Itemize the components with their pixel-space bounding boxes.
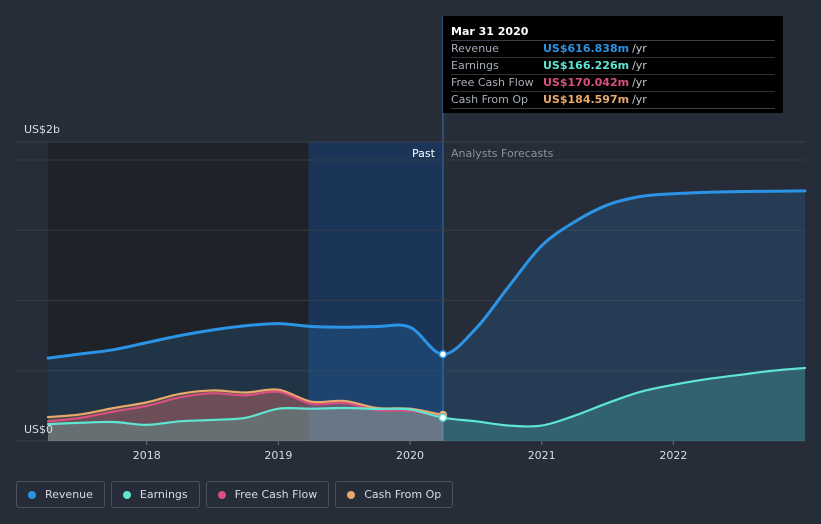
tooltip-row: Earnings US$166.226m/yr (451, 58, 775, 75)
chart-background (48, 16, 444, 441)
x-axis-ticks: 2018 2019 2020 2021 2022 (133, 441, 687, 462)
tooltip-row-unit: /yr (632, 59, 647, 72)
tooltip-row-unit: /yr (632, 76, 647, 89)
legend-free-cash-flow-button[interactable]: Free Cash Flow (205, 481, 330, 508)
tooltip-row-value: US$170.042m (543, 76, 630, 89)
revenue-area (48, 190, 805, 441)
legend: Revenue Earnings Free Cash Flow Cash From O… (16, 481, 454, 508)
legend-label: Earnings (139, 488, 188, 501)
legend-cash-from-op-button[interactable]: Cash From Op (335, 481, 454, 508)
revenue-line (46, 189, 807, 360)
y-axis-top-label: US$2b (24, 123, 60, 136)
forecast-region-label: Analysts Forecasts (451, 147, 554, 160)
x-tick-label: 2021 (528, 449, 556, 462)
legend-dot-icon (122, 490, 131, 499)
legend-label: Cash From Op (364, 488, 442, 501)
x-tick-label: 2018 (133, 449, 161, 462)
last-year-highlight (308, 142, 443, 441)
tooltip: Mar 31 2020 Revenue US$616.838m/yr Earning… (443, 16, 783, 113)
tooltip-row-label: Earnings (451, 59, 499, 72)
earnings-marker (438, 413, 448, 422)
earnings-area (48, 367, 805, 441)
legend-dot-icon (347, 490, 356, 499)
y-axis-bottom-label: US$0 (24, 423, 53, 436)
tooltip-row: Free Cash Flow US$170.042m/yr (451, 75, 775, 92)
tooltip-date: Mar 31 2020 (451, 23, 775, 41)
tooltip-row: Cash From Op US$184.597m/yr (451, 92, 775, 109)
tooltip-row-label: Cash From Op (451, 93, 529, 106)
tooltip-row-unit: /yr (632, 42, 647, 55)
legend-earnings-button[interactable]: Earnings (110, 481, 200, 508)
tooltip-row-value: US$184.597m (543, 93, 630, 106)
legend-dot-icon (28, 490, 36, 499)
tooltip-row-label: Free Cash Flow (451, 76, 534, 89)
x-tick-label: 2022 (659, 449, 687, 462)
tooltip-row-value: US$616.838m (543, 42, 630, 55)
tooltip-rows: Revenue US$616.838m/yr Earnings US$166.226m… (451, 41, 775, 109)
x-tick-label: 2019 (264, 449, 292, 462)
revenue-marker (438, 350, 448, 359)
legend-revenue-button[interactable]: Revenue (16, 481, 105, 508)
legend-label: Revenue (45, 488, 93, 501)
series-lines (46, 189, 807, 428)
x-tick-label: 2020 (396, 449, 424, 462)
legend-dot-icon (217, 490, 226, 499)
tooltip-row-unit: /yr (632, 93, 647, 106)
axis-labels: US$2b US$0 Past Analysts Forecasts (24, 123, 554, 436)
tooltip-row-label: Revenue (451, 42, 499, 55)
past-region-label: Past (412, 147, 436, 160)
tooltip-row: Revenue US$616.838m/yr (451, 41, 775, 58)
legend-label: Free Cash Flow (234, 488, 318, 501)
tooltip-row-value: US$166.226m (543, 59, 630, 72)
earnings-line (46, 366, 807, 428)
series-markers (438, 350, 448, 422)
free-cash-flow-line (46, 390, 445, 423)
